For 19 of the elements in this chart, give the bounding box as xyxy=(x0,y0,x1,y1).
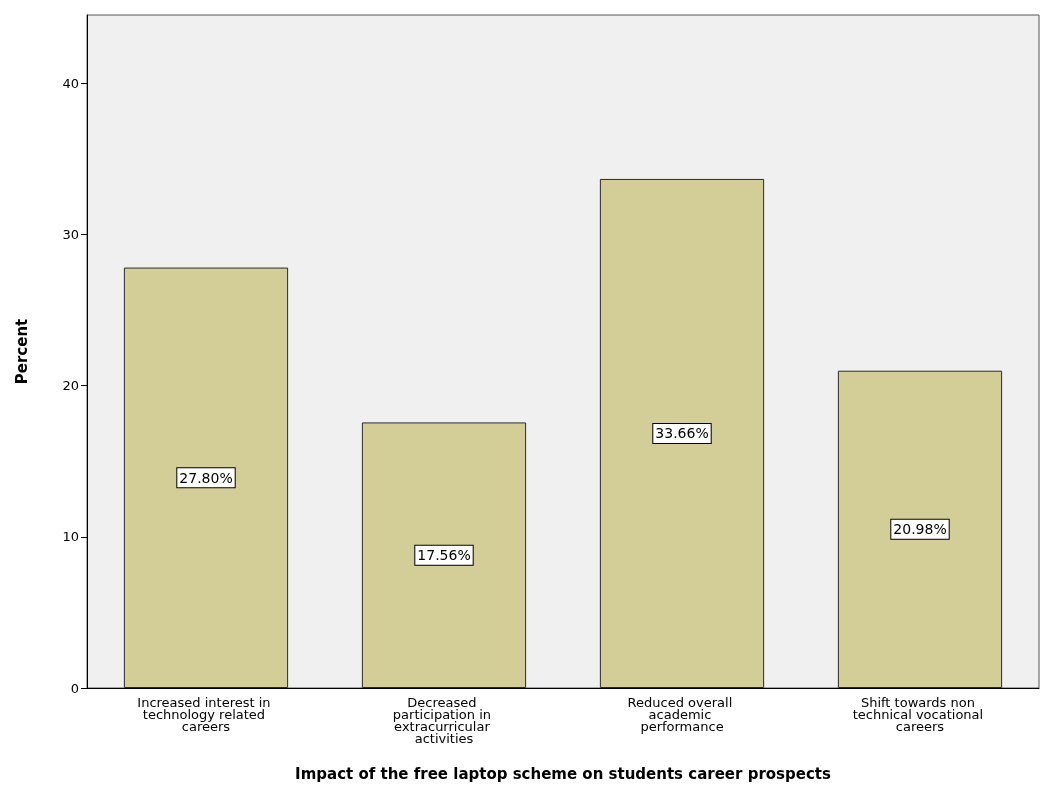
x-tick-label: Reduced overall academic performance xyxy=(627,694,737,734)
y-tick-label: 20 xyxy=(62,378,79,394)
x-axis-title: Impact of the free laptop scheme on students career prospects xyxy=(295,764,831,783)
y-tick-label: 40 xyxy=(62,75,79,91)
bar xyxy=(361,422,527,688)
y-tick-label: 0 xyxy=(70,680,79,696)
y-tick-label: 30 xyxy=(62,226,79,242)
bar xyxy=(123,267,289,688)
bar xyxy=(599,178,765,688)
y-tick-label: 10 xyxy=(62,529,79,545)
x-tick-label: Increased interest in technology related careers xyxy=(137,694,275,734)
x-tick-label: Decreased participation in extracurricular activities xyxy=(392,694,496,746)
y-axis-title: Percent xyxy=(12,318,31,385)
data-label: 33.66% xyxy=(655,425,709,442)
data-label: 20.98% xyxy=(893,521,947,538)
x-tick-label: Shift towards non technical vocational careers xyxy=(852,694,988,734)
bar xyxy=(837,370,1003,688)
data-label: 17.56% xyxy=(417,547,471,564)
data-label: 27.80% xyxy=(179,469,233,486)
